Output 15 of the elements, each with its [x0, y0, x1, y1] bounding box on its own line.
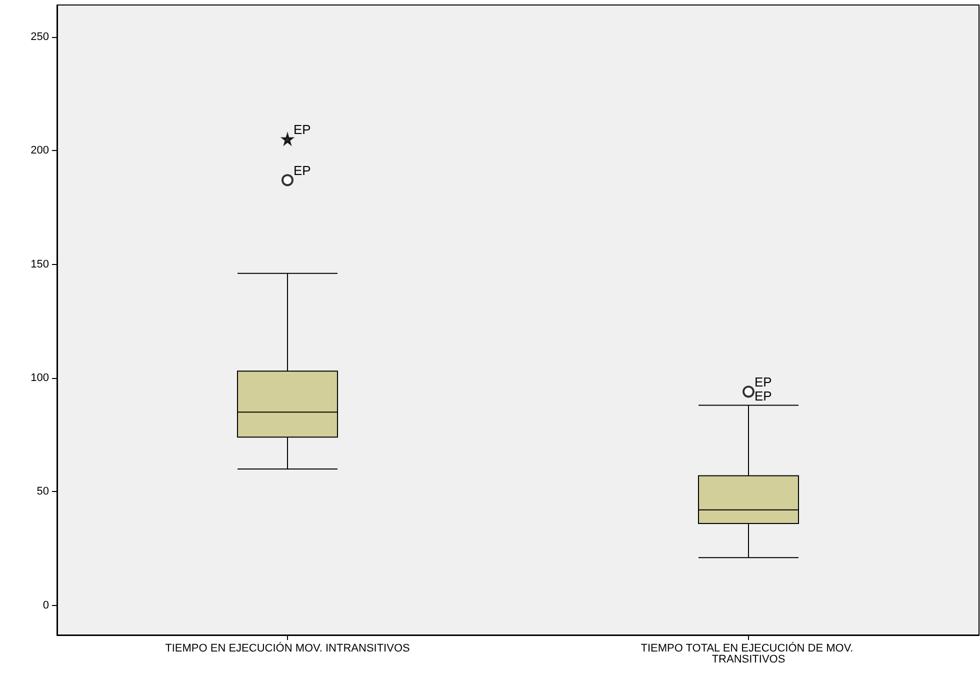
y-tick-label: 150 — [30, 258, 49, 270]
annotation: EP — [754, 388, 772, 404]
y-tick-label: 200 — [30, 144, 49, 157]
point — [282, 174, 294, 186]
annotation: EP — [754, 374, 772, 390]
x-tick-label: TIEMPO EN EJECUCIÓN MOV. INTRANSITIVOS — [165, 642, 410, 654]
point — [282, 133, 294, 145]
y-tick-label: 250 — [30, 30, 49, 43]
annotation: EP — [294, 122, 311, 138]
x-tick-label: TIEMPO TOTAL EN EJECUCIÓN DE MOV. TRANSITIVOS — [640, 642, 856, 666]
y-tick-label: 100 — [30, 372, 49, 384]
point — [742, 386, 754, 398]
y-tick-label: 50 — [36, 486, 49, 498]
y-tick-label: 0 — [42, 599, 49, 612]
annotation: EP — [294, 163, 311, 178]
